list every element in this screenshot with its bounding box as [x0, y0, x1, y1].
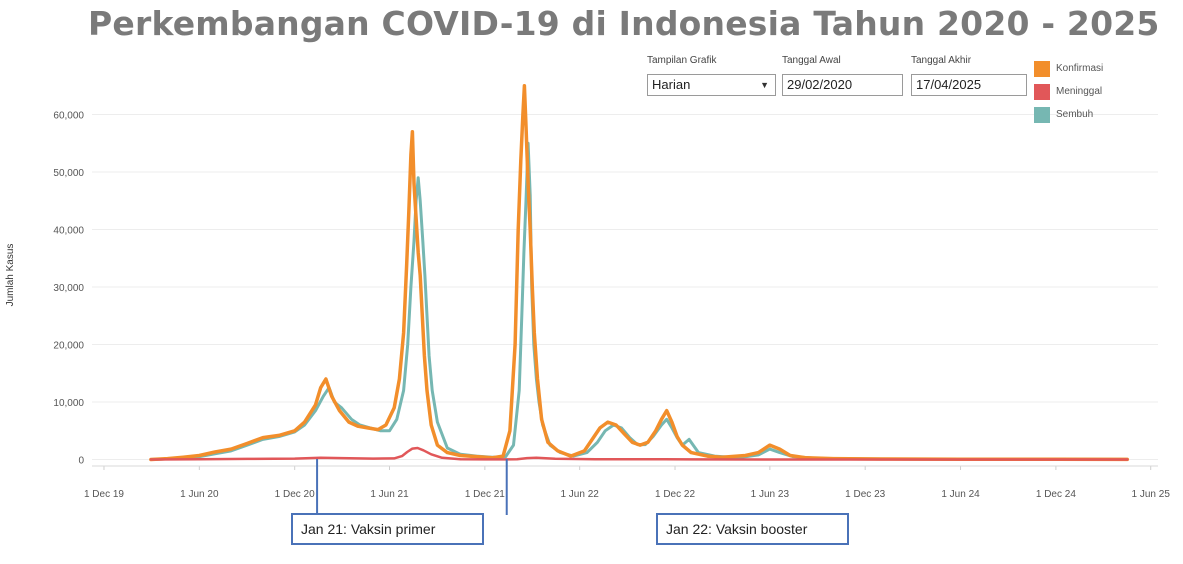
x-tick-label: 1 Dec 24	[1036, 489, 1076, 500]
view-select[interactable]: Harian ▼	[647, 74, 776, 96]
y-tick-label: 0	[78, 456, 84, 467]
x-axis-ticks: 1 Dec 19 1 Jun 20 1 Dec 20 1 Jun 21 1 Dec 21…	[84, 466, 1170, 500]
end-date-input[interactable]: 17/04/2025	[911, 74, 1027, 96]
annotation-vaksin-primer: Jan 21: Vaksin primer	[291, 513, 484, 545]
y-tick-label: 50,000	[53, 168, 84, 179]
x-tick-label: 1 Dec 21	[465, 489, 505, 500]
x-tick-label: 1 Jun 23	[751, 489, 790, 500]
x-tick-label: 1 Dec 20	[275, 489, 315, 500]
view-label: Tampilan Grafik	[647, 55, 717, 66]
annotation-vaksin-booster: Jan 22: Vaksin booster	[656, 513, 849, 545]
x-tick-label: 1 Jun 24	[941, 489, 980, 500]
x-tick-label: 1 Jun 25	[1132, 489, 1171, 500]
page-title: Perkembangan COVID-19 di Indonesia Tahun…	[88, 4, 1160, 43]
x-tick-label: 1 Jun 20	[180, 489, 219, 500]
y-axis-ticks: 0 10,000 20,000 30,000 40,000 50,000 60,000	[53, 111, 84, 467]
chevron-down-icon: ▼	[760, 80, 769, 90]
x-tick-label: 1 Dec 22	[655, 489, 695, 500]
series-layer	[149, 84, 1130, 462]
x-tick-label: 1 Jun 22	[560, 489, 599, 500]
annotation-lines	[316, 459, 508, 515]
legend-swatch-konfirmasi	[1034, 61, 1050, 77]
gridlines	[92, 114, 1158, 460]
legend-swatch-sembuh	[1034, 107, 1050, 123]
x-tick-label: 1 Dec 23	[845, 489, 885, 500]
y-axis-label: Jumlah Kasus	[5, 244, 16, 307]
legend-label-konfirmasi: Konfirmasi	[1056, 63, 1104, 74]
start-date-input[interactable]: 29/02/2020	[782, 74, 903, 96]
y-tick-label: 60,000	[53, 111, 84, 122]
series-line-meninggal	[149, 446, 1129, 461]
start-date-value: 29/02/2020	[787, 77, 853, 92]
y-tick-label: 30,000	[53, 283, 84, 294]
view-select-value: Harian	[652, 77, 691, 92]
end-date-label: Tanggal Akhir	[911, 55, 972, 66]
start-date-label: Tanggal Awal	[782, 55, 841, 66]
legend-swatch-meninggal	[1034, 84, 1050, 100]
end-date-value: 17/04/2025	[916, 77, 982, 92]
x-tick-label: 1 Dec 19	[84, 489, 124, 500]
series-line-konfirmasi	[149, 84, 1130, 462]
y-tick-label: 10,000	[53, 398, 84, 409]
legend-label-sembuh: Sembuh	[1056, 109, 1094, 120]
x-tick-label: 1 Jun 21	[370, 489, 409, 500]
y-tick-label: 20,000	[53, 341, 84, 352]
series-line-sembuh	[149, 141, 1129, 461]
y-tick-label: 40,000	[53, 226, 84, 237]
legend-label-meninggal: Meninggal	[1056, 86, 1103, 97]
